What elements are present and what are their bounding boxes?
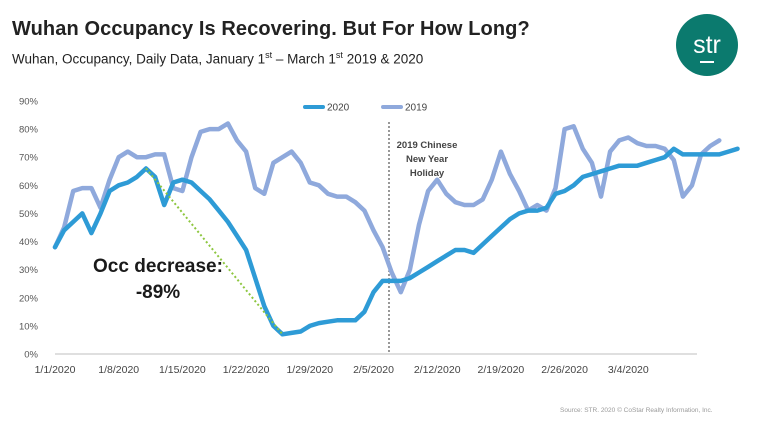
series-line-2020 <box>52 146 740 337</box>
legend-label: 2019 <box>405 103 428 114</box>
holiday-label-line: Holiday <box>410 168 445 179</box>
y-tick-label: 30% <box>19 265 39 276</box>
logo-underline <box>700 61 714 63</box>
decrease-label-line: Occ decrease: <box>93 256 223 277</box>
x-tick-label: 1/29/2020 <box>286 364 333 376</box>
x-tick-label: 2/19/2020 <box>478 364 525 376</box>
x-tick-label: 2/5/2020 <box>353 364 394 376</box>
source-note: Source: STR. 2020 © CoStar Realty Inform… <box>560 407 713 414</box>
series-line-2019 <box>52 121 722 295</box>
x-tick-label: 1/15/2020 <box>159 364 206 376</box>
x-tick-label: 1/8/2020 <box>98 364 139 376</box>
x-tick-label: 1/1/2020 <box>35 364 76 376</box>
holiday-label-line: 2019 Chinese <box>397 140 458 151</box>
y-tick-label: 20% <box>19 293 39 304</box>
y-tick-label: 10% <box>19 321 39 332</box>
page-subtitle: Wuhan, Occupancy, Daily Data, January 1s… <box>12 50 424 67</box>
y-tick-label: 60% <box>19 181 39 192</box>
str-logo: str <box>676 14 738 76</box>
page-title: Wuhan Occupancy Is Recovering. But For H… <box>12 18 530 40</box>
x-tick-label: 2/26/2020 <box>541 364 588 376</box>
x-tick-label: 1/22/2020 <box>223 364 270 376</box>
decrease-label-line: -89% <box>136 282 180 303</box>
holiday-label-bg <box>392 134 464 182</box>
y-tick-label: 50% <box>19 209 39 220</box>
y-tick-label: 90% <box>19 97 39 108</box>
y-tick-label: 80% <box>19 125 39 136</box>
y-tick-label: 40% <box>19 237 39 248</box>
x-tick-label: 2/12/2020 <box>414 364 461 376</box>
y-tick-label: 0% <box>24 350 38 361</box>
holiday-label-line: New Year <box>406 154 448 165</box>
legend-label: 2020 <box>327 103 350 114</box>
y-tick-label: 70% <box>19 153 39 164</box>
x-tick-label: 3/4/2020 <box>608 364 649 376</box>
